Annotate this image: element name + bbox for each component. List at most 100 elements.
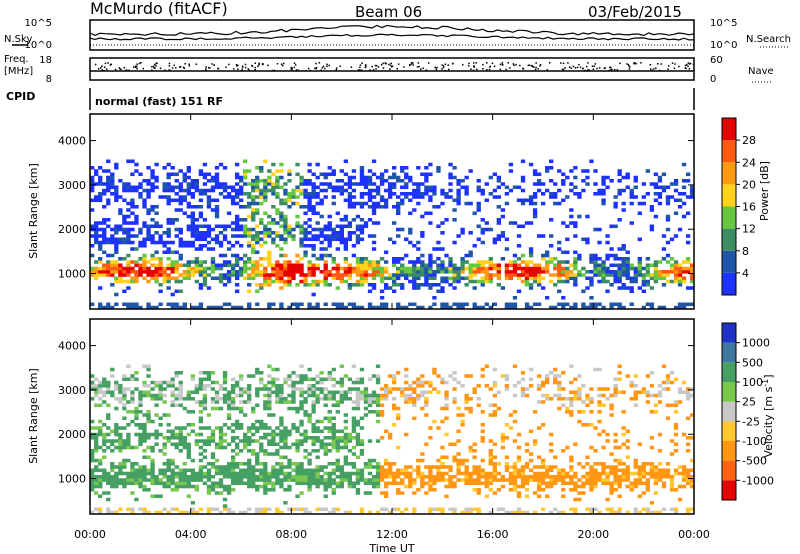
heatmap-cell bbox=[669, 484, 675, 489]
heatmap-cell bbox=[581, 273, 586, 277]
heatmap-cell bbox=[597, 410, 602, 414]
heatmap-cell bbox=[226, 468, 232, 473]
heatmap-cell bbox=[480, 410, 485, 414]
heatmap-cell bbox=[557, 478, 562, 482]
heatmap-cell bbox=[126, 260, 131, 264]
heatmap-cell bbox=[118, 432, 123, 437]
heatmap-cell bbox=[122, 188, 127, 193]
heatmap-cell bbox=[311, 188, 316, 193]
heatmap-cell bbox=[351, 400, 357, 404]
heatmap-cell bbox=[311, 263, 316, 268]
heatmap-cell bbox=[472, 390, 477, 395]
heatmap-cell bbox=[162, 400, 167, 404]
heatmap-cell bbox=[102, 273, 107, 277]
heatmap-cell bbox=[150, 432, 155, 437]
heatmap-cell bbox=[351, 218, 357, 222]
heatmap-cell bbox=[279, 484, 284, 489]
heatmap-cell bbox=[234, 478, 240, 482]
heatmap-cell bbox=[540, 465, 546, 469]
heatmap-cell bbox=[110, 374, 115, 378]
heatmap-cell bbox=[134, 218, 139, 222]
heatmap-cell bbox=[436, 374, 441, 378]
heatmap-cell bbox=[641, 305, 646, 310]
heatmap-cell bbox=[118, 400, 123, 404]
heatmap-cell bbox=[311, 400, 316, 404]
heatmap-cell bbox=[275, 195, 280, 199]
heatmap-cell bbox=[488, 478, 493, 482]
heatmap-cell bbox=[166, 462, 171, 466]
heatmap-cell bbox=[613, 468, 618, 473]
heatmap-cell bbox=[681, 471, 687, 476]
heatmap-cell bbox=[404, 266, 409, 271]
heatmap-cell bbox=[416, 240, 421, 245]
heatmap-cell bbox=[460, 260, 465, 264]
heatmap-cell bbox=[577, 462, 582, 466]
heatmap-cell bbox=[597, 227, 602, 232]
heatmap-cell bbox=[98, 260, 103, 264]
heatmap-cell bbox=[359, 390, 365, 395]
power-colorbar-label: Power [dB] bbox=[758, 161, 771, 221]
heatmap-cell bbox=[106, 387, 111, 391]
heatmap-cell bbox=[243, 231, 248, 235]
heatmap-cell bbox=[222, 387, 228, 391]
heatmap-cell bbox=[222, 423, 228, 427]
heatmap-cell bbox=[645, 488, 651, 492]
heatmap-cell bbox=[496, 283, 502, 287]
heatmap-cell bbox=[190, 221, 195, 225]
heatmap-cell bbox=[247, 192, 252, 196]
heatmap-cell bbox=[335, 400, 340, 404]
heatmap-cell bbox=[677, 198, 683, 203]
heatmap-cell bbox=[303, 234, 308, 238]
heatmap-cell bbox=[383, 250, 389, 255]
heatmap-cell bbox=[416, 260, 421, 264]
heatmap-cell bbox=[303, 374, 308, 378]
heatmap-cell bbox=[480, 439, 485, 443]
heatmap-cell bbox=[553, 380, 558, 385]
heatmap-cell bbox=[367, 273, 373, 277]
heatmap-cell bbox=[214, 234, 220, 238]
heatmap-cell bbox=[609, 481, 614, 486]
heatmap-cell bbox=[142, 429, 147, 434]
heatmap-cell bbox=[392, 185, 397, 190]
heatmap-cell bbox=[283, 501, 288, 505]
heatmap-cell bbox=[170, 221, 175, 225]
colorbar-swatch bbox=[722, 441, 736, 461]
heatmap-cell bbox=[146, 374, 151, 378]
heatmap-cell bbox=[186, 494, 191, 499]
heatmap-cell bbox=[327, 478, 332, 482]
heatmap-cell bbox=[263, 240, 268, 245]
heatmap-cell bbox=[327, 471, 332, 476]
heatmap-cell bbox=[593, 273, 598, 277]
heatmap-cell bbox=[226, 240, 232, 245]
noise-tick-bottom-left: 10^0 bbox=[25, 40, 52, 51]
heatmap-cell bbox=[396, 491, 401, 495]
heatmap-cell bbox=[520, 387, 526, 391]
heatmap-cell bbox=[689, 263, 695, 268]
heatmap-cell bbox=[279, 234, 284, 238]
heatmap-cell bbox=[206, 426, 212, 430]
heatmap-cell bbox=[601, 465, 606, 469]
heatmap-cell bbox=[440, 478, 445, 482]
heatmap-cell bbox=[577, 419, 582, 424]
heatmap-cell bbox=[456, 305, 461, 310]
heatmap-cell bbox=[154, 179, 159, 183]
heatmap-cell bbox=[472, 387, 477, 391]
heatmap-cell bbox=[287, 195, 292, 199]
heatmap-cell bbox=[661, 188, 667, 193]
heatmap-cell bbox=[255, 266, 260, 271]
heatmap-cell bbox=[689, 286, 695, 290]
heatmap-cell bbox=[387, 182, 393, 186]
heatmap-cell bbox=[452, 484, 457, 489]
heatmap-cell bbox=[416, 185, 421, 190]
heatmap-cell bbox=[202, 400, 208, 404]
heatmap-cell bbox=[327, 481, 332, 486]
heatmap-cell bbox=[198, 410, 204, 414]
heatmap-cell bbox=[436, 257, 441, 261]
heatmap-cell bbox=[673, 442, 679, 447]
heatmap-cell bbox=[379, 302, 385, 307]
heatmap-cell bbox=[267, 471, 272, 476]
heatmap-cell bbox=[496, 462, 502, 466]
heatmap-cell bbox=[476, 263, 481, 268]
heatmap-cell bbox=[355, 423, 361, 427]
heatmap-cell bbox=[363, 221, 369, 225]
